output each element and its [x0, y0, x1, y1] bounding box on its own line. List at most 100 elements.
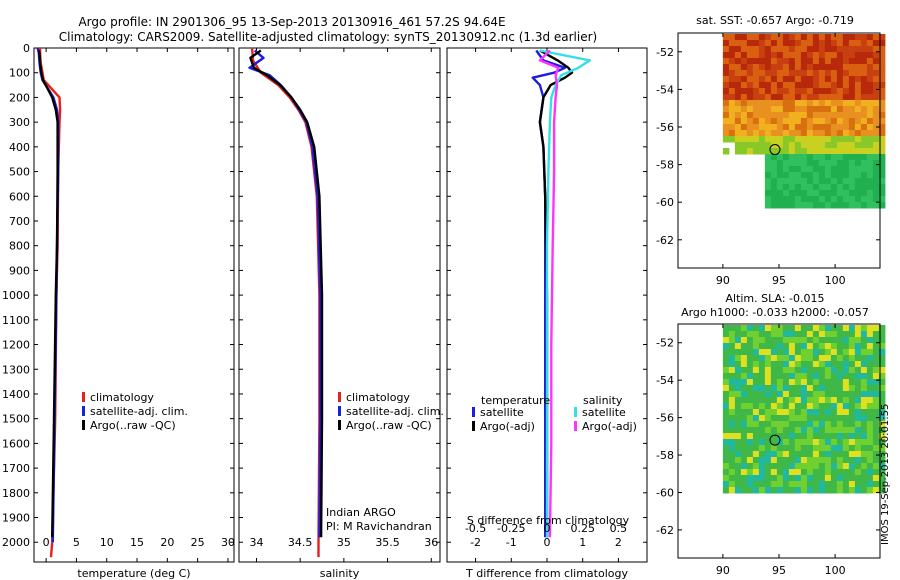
sst_map-cell [806, 46, 814, 53]
sst_map-cell [800, 148, 808, 155]
sst_map-cell [812, 136, 820, 143]
sla_map-cell [842, 325, 850, 332]
sst_map-cell [818, 58, 826, 65]
sla_map-cell [770, 391, 778, 398]
sla_map-cell [776, 445, 784, 452]
sla_map-cell [758, 427, 766, 434]
sla_map-cell [800, 379, 808, 386]
sla_map-cell [722, 439, 730, 446]
sla_map-cell [758, 445, 766, 452]
depth-tick-label: 1400 [2, 388, 30, 401]
sla_map-cell [878, 427, 886, 434]
sla_map-cell [782, 385, 790, 392]
sst_map-cell [860, 154, 868, 161]
sla_map-cell [872, 343, 880, 350]
sst_map-cell [848, 64, 856, 71]
sst_map-cell [794, 190, 802, 197]
sst_map-cell [842, 52, 850, 59]
sla_map-cell [818, 379, 826, 386]
sst_map-cell [806, 76, 814, 83]
depth-tick-label: 200 [9, 91, 30, 104]
sla_map-cell [872, 487, 880, 494]
sst_map-cell [836, 136, 844, 143]
sst_map-cell [764, 136, 772, 143]
sst_map-cell [806, 130, 814, 137]
sla_map-cell [758, 409, 766, 416]
sst_map-cell [746, 130, 754, 137]
sla_map-cell [776, 439, 784, 446]
sla_map-cell [770, 421, 778, 428]
sst_map-cell [782, 184, 790, 191]
sst_map-cell [782, 154, 790, 161]
sla_map-cell [878, 355, 886, 362]
sla_map-cell [800, 361, 808, 368]
sla_map-cell [854, 457, 862, 464]
sla_map-cell [728, 439, 736, 446]
sst_map-cell [848, 94, 856, 101]
sst_map-cell [746, 70, 754, 77]
sst_map-cell [830, 46, 838, 53]
sst_map-cell [806, 136, 814, 143]
sst_map-cell [818, 118, 826, 125]
sst_map-cell [866, 148, 874, 155]
depth-tick-label: 900 [9, 264, 30, 277]
sla_map-cell [842, 481, 850, 488]
sla_map-cell [794, 379, 802, 386]
sst_map-cell [758, 46, 766, 53]
sst_map-cell [782, 76, 790, 83]
sst_map-cell [848, 82, 856, 89]
sst_map-cell [770, 52, 778, 59]
sst_map-cell [752, 64, 760, 71]
sla_map-cell [794, 391, 802, 398]
sla_map-cell [746, 403, 754, 410]
sla_map-cell [764, 409, 772, 416]
sla_map-cell [782, 397, 790, 404]
sla_map-cell [836, 415, 844, 422]
depth-tick-label: 1300 [2, 363, 30, 376]
sst_map-cell [734, 46, 742, 53]
sst_map-cell [800, 130, 808, 137]
sla_map-cell [830, 379, 838, 386]
sst_map-cell [818, 106, 826, 113]
sst_map-cell [734, 82, 742, 89]
sla_map-cell [728, 415, 736, 422]
sla_map-cell [818, 451, 826, 458]
sst_map-cell [818, 196, 826, 203]
sst_map-cell [746, 58, 754, 65]
sla_map-cell [782, 439, 790, 446]
sst_map-cell [722, 58, 730, 65]
sla_map-cell [866, 385, 874, 392]
sla_map-cell [842, 445, 850, 452]
sla_map-cell [794, 463, 802, 470]
sla_map-cell [734, 391, 742, 398]
sla_map-cell [746, 379, 754, 386]
sla_map-cell [728, 343, 736, 350]
sla_map-cell [794, 433, 802, 440]
sla_map-cell [818, 487, 826, 494]
sla_map-cell [764, 421, 772, 428]
sst_map-cell [842, 166, 850, 173]
sst_map-cell [812, 94, 820, 101]
sst_map-cell [758, 34, 766, 41]
sla_map-cell [740, 475, 748, 482]
sst_map-cell [842, 34, 850, 41]
sst_map-cell [806, 40, 814, 47]
sla_map-cell [794, 349, 802, 356]
sla_map-cell [734, 475, 742, 482]
sst_map-cell [860, 196, 868, 203]
sla_map-cell [878, 421, 886, 428]
sst_map-cell [836, 46, 844, 53]
sst_map-cell [794, 202, 802, 209]
sla_map-cell [776, 331, 784, 338]
sla_map-cell [848, 421, 856, 428]
depth-tick-label: 1100 [2, 314, 30, 327]
sla_map-cell [740, 343, 748, 350]
sla_map-cell [740, 361, 748, 368]
sla_map-cell [764, 457, 772, 464]
sla_map-cell [878, 409, 886, 416]
sla_map-ytick-label: -56 [656, 412, 674, 425]
sst_map-cell [740, 64, 748, 71]
sla_map-cell [872, 373, 880, 380]
sst_map-cell [806, 142, 814, 149]
sla_map-cell [758, 343, 766, 350]
